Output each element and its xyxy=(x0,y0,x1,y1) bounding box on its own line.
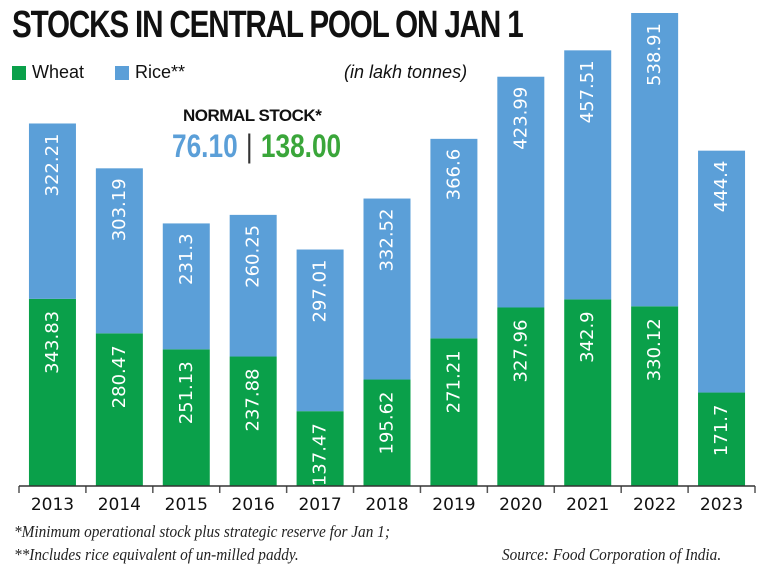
bar-wheat-2019 xyxy=(430,338,478,486)
bar-rice-2018 xyxy=(363,198,411,380)
normal-stock-rice: 76.10 xyxy=(172,128,238,164)
bar-rice-2016 xyxy=(229,214,277,357)
data-label-wheat-2018: 195.62 xyxy=(377,392,398,455)
unit-label: (in lakh tonnes) xyxy=(344,62,468,82)
bar-rice-2014 xyxy=(95,168,143,334)
data-label-rice-2019: 366.6 xyxy=(443,149,464,201)
bar-wheat-2014 xyxy=(95,333,143,486)
x-tick-label-2016: 2016 xyxy=(232,495,275,515)
bar-rice-2015 xyxy=(162,223,210,350)
x-tick-label-2023: 2023 xyxy=(700,495,743,515)
data-label-rice-2015: 231.3 xyxy=(176,233,197,285)
data-label-wheat-2021: 342.9 xyxy=(577,311,598,363)
normal-stock-label: NORMAL STOCK* xyxy=(183,106,322,125)
legend-label-wheat: Wheat xyxy=(32,62,85,82)
x-tick-label-2018: 2018 xyxy=(365,495,408,515)
data-label-wheat-2013: 343.83 xyxy=(42,311,63,374)
data-label-rice-2022: 538.91 xyxy=(644,23,665,86)
bar-rice-2017 xyxy=(296,249,344,412)
data-label-wheat-2014: 280.47 xyxy=(109,345,130,408)
bar-rice-2023 xyxy=(698,150,746,393)
data-label-rice-2023: 444.4 xyxy=(711,161,732,213)
normal-stock-separator: | xyxy=(245,128,253,164)
legend-label-rice: Rice** xyxy=(135,62,186,82)
x-tick-label-2013: 2013 xyxy=(31,495,74,515)
chart-title: STOCKS IN CENTRAL POOL ON JAN 1 xyxy=(12,4,524,46)
data-label-wheat-2022: 330.12 xyxy=(644,318,665,381)
bar-wheat-2016 xyxy=(229,356,277,486)
data-label-wheat-2017: 137.47 xyxy=(310,423,331,486)
x-tick-label-2020: 2020 xyxy=(499,495,542,515)
bar-wheat-2023 xyxy=(698,392,746,486)
bar-rice-2021 xyxy=(564,50,612,300)
data-label-rice-2017: 297.01 xyxy=(310,260,331,323)
wheat-swatch xyxy=(12,65,26,80)
data-label-wheat-2020: 327.96 xyxy=(510,319,531,382)
data-label-wheat-2016: 237.88 xyxy=(243,369,264,432)
x-tick-label-2019: 2019 xyxy=(432,495,475,515)
x-tick-label-2021: 2021 xyxy=(566,495,609,515)
bar-wheat-2022 xyxy=(631,306,679,486)
rice-swatch xyxy=(115,65,129,80)
data-label-rice-2014: 303.19 xyxy=(109,178,130,241)
bar-wheat-2015 xyxy=(162,349,210,486)
x-tick-label-2017: 2017 xyxy=(298,495,341,515)
x-tick-label-2014: 2014 xyxy=(98,495,141,515)
data-label-rice-2016: 260.25 xyxy=(243,225,264,288)
bar-rice-2019 xyxy=(430,138,478,339)
bar-wheat-2020 xyxy=(497,307,545,486)
bar-wheat-2017 xyxy=(296,411,344,486)
x-tick-label-2015: 2015 xyxy=(165,495,208,515)
bar-wheat-2021 xyxy=(564,299,612,486)
normal-stock-values: 76.10 | 138.00 xyxy=(172,128,341,165)
data-label-wheat-2015: 251.13 xyxy=(176,361,197,424)
bar-rice-2020 xyxy=(497,76,545,308)
bar-wheat-2013 xyxy=(28,298,76,486)
footnote-2: **Includes rice equivalent of un-milled … xyxy=(14,545,299,564)
data-label-rice-2021: 457.51 xyxy=(577,60,598,123)
data-label-rice-2018: 332.52 xyxy=(377,209,398,272)
footnote-1: *Minimum operational stock plus strategi… xyxy=(14,522,390,541)
legend-item-rice: Rice** xyxy=(115,62,185,83)
data-label-wheat-2019: 271.21 xyxy=(443,350,464,413)
data-label-rice-2013: 322.21 xyxy=(42,133,63,196)
legend-item-wheat: Wheat xyxy=(12,62,84,83)
data-label-rice-2020: 423.99 xyxy=(510,87,531,150)
normal-stock-wheat: 138.00 xyxy=(260,128,342,164)
x-tick-label-2022: 2022 xyxy=(633,495,676,515)
bar-rice-2013 xyxy=(28,123,76,299)
source-note: Source: Food Corporation of India. xyxy=(502,545,722,564)
bar-rice-2022 xyxy=(631,13,679,307)
bar-wheat-2018 xyxy=(363,379,411,486)
data-label-wheat-2023: 171.7 xyxy=(711,405,732,457)
